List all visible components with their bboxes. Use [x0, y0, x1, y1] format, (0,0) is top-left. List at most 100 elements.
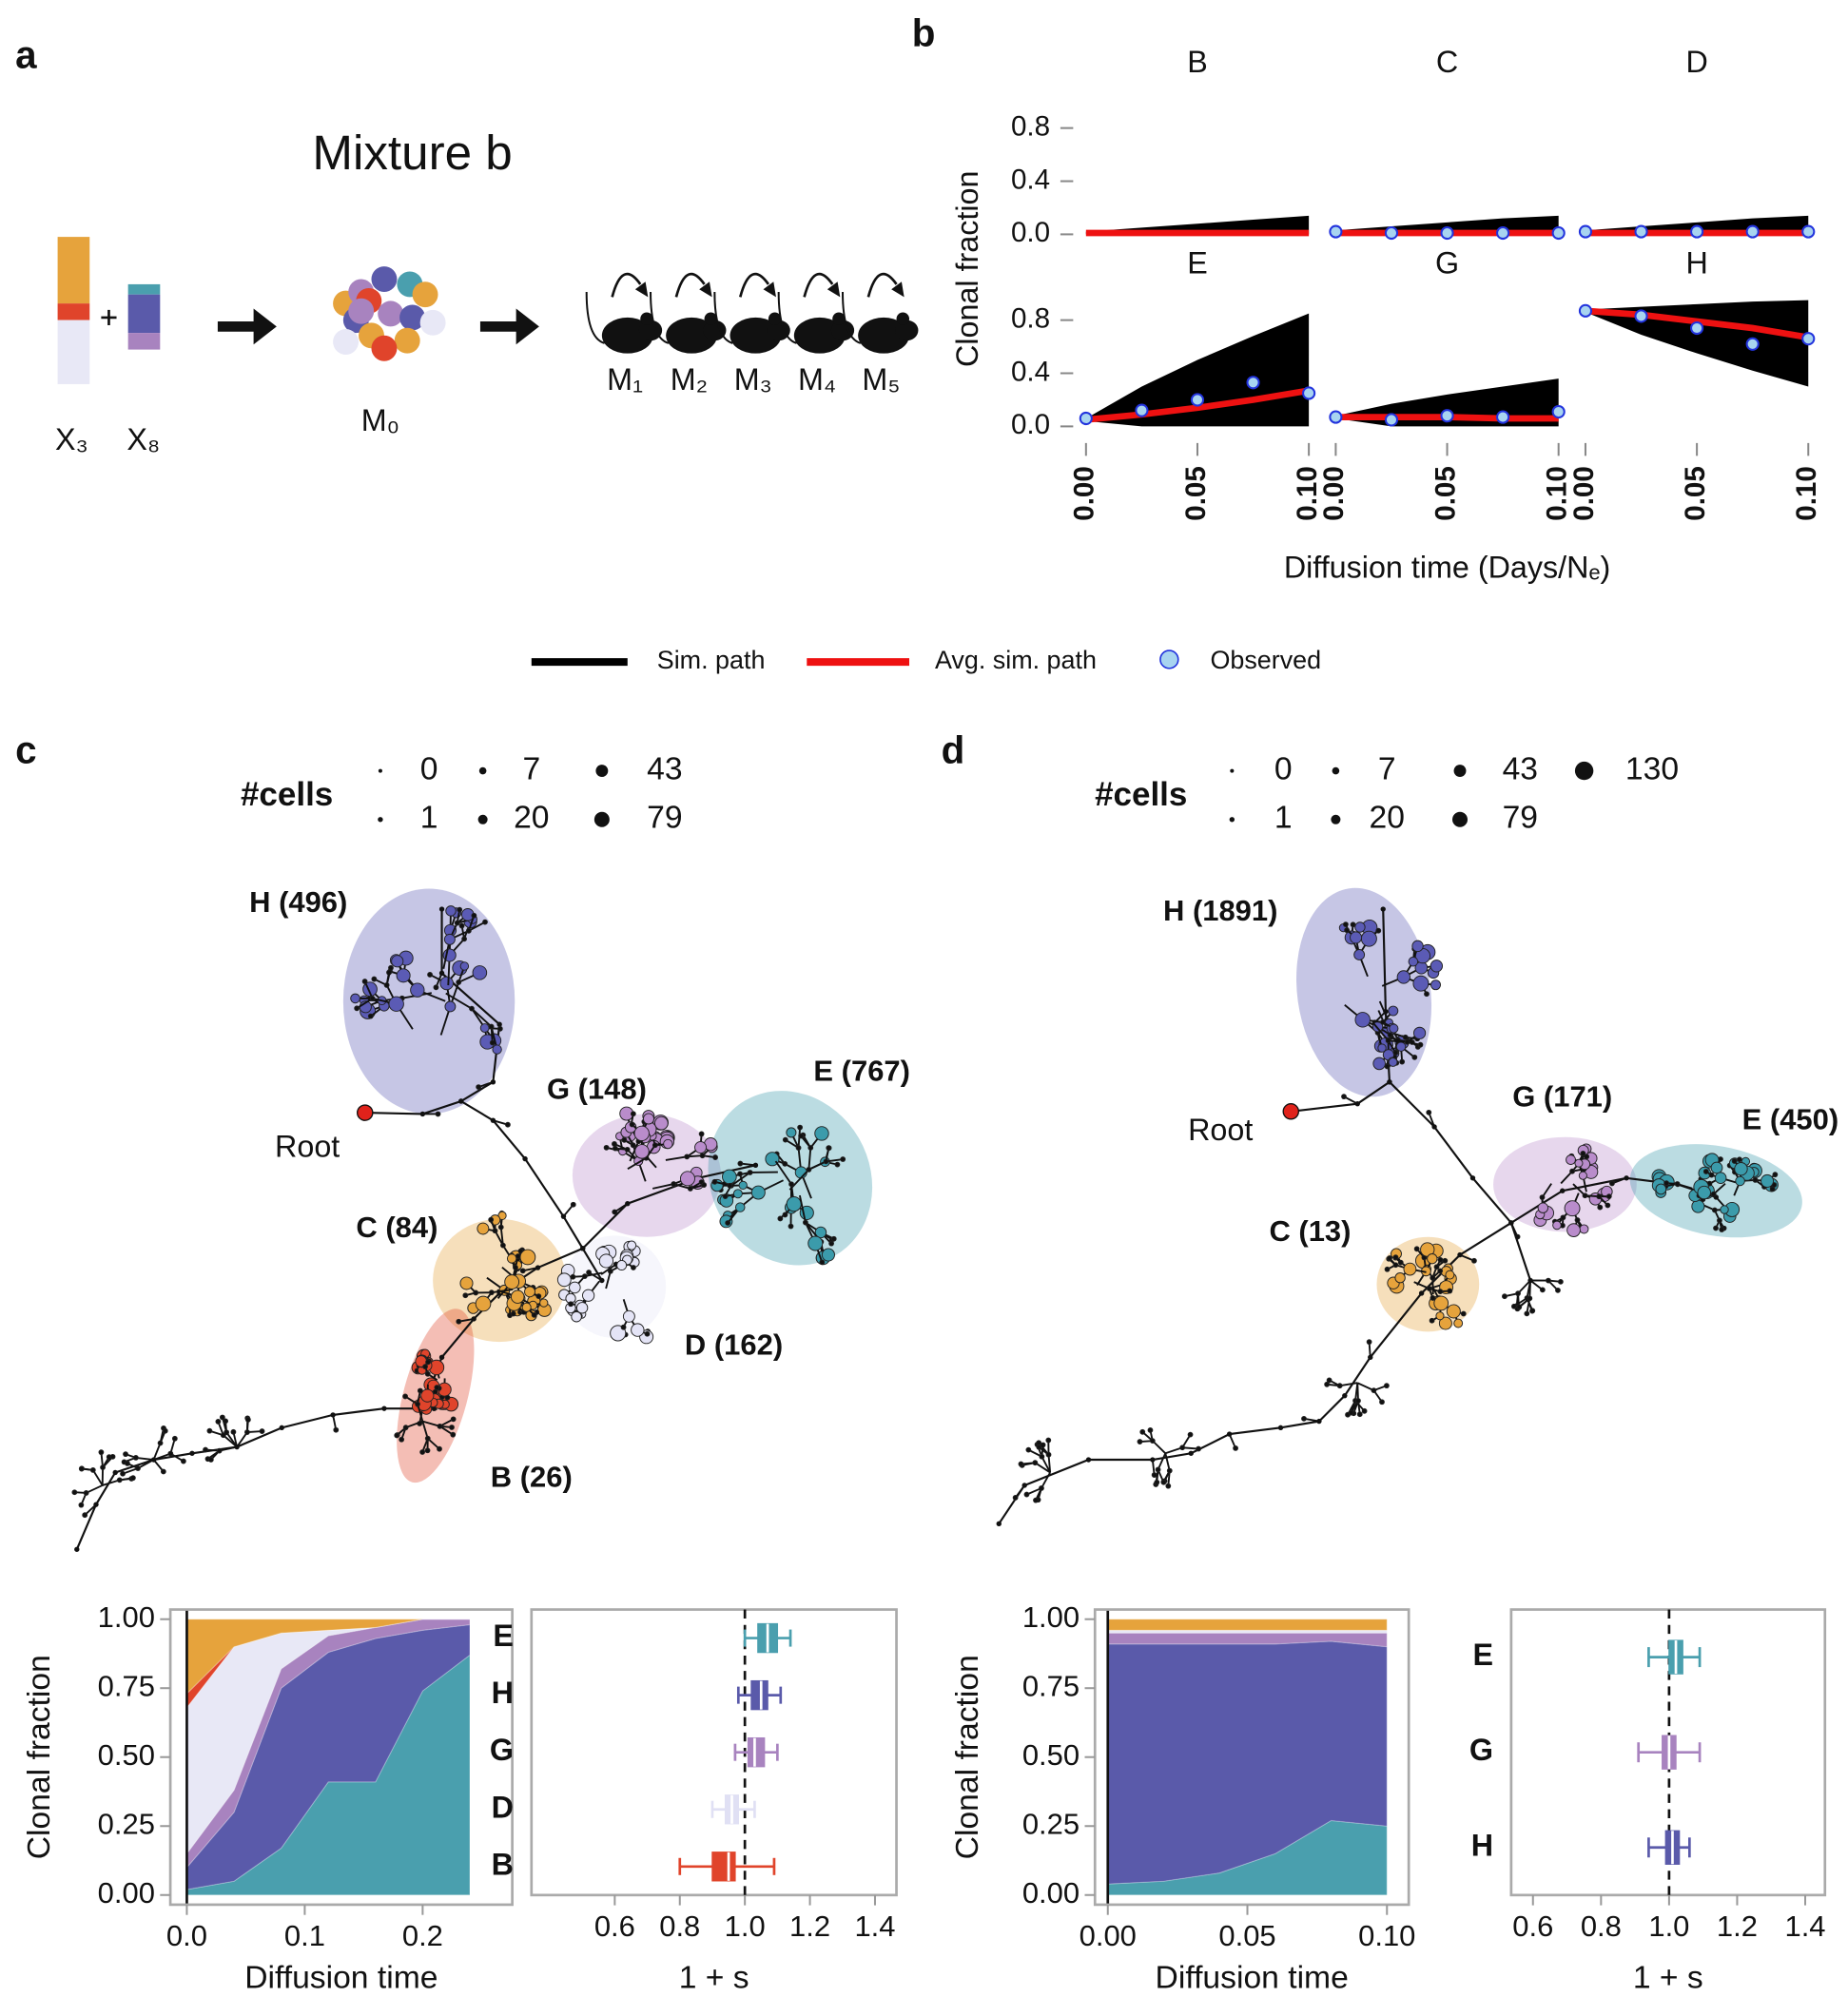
tree-node — [519, 1268, 526, 1274]
tree-node — [1350, 931, 1363, 944]
tree-node — [1392, 1254, 1399, 1261]
clone-label: H (1891) — [1163, 894, 1277, 927]
tree-node — [333, 1426, 340, 1433]
tree-node — [1196, 1445, 1201, 1452]
facet-title: E — [1187, 245, 1208, 280]
tree-node — [244, 1429, 250, 1435]
tree-node — [1710, 1161, 1723, 1174]
y-tick-label: 0.25 — [98, 1807, 155, 1840]
tree-node — [671, 1181, 677, 1187]
observed-point — [1440, 225, 1454, 241]
tree-node — [1663, 1180, 1669, 1187]
stacked-area — [185, 1619, 470, 1855]
tree-node — [1717, 1217, 1722, 1224]
tree-node — [74, 1546, 80, 1552]
tree-node — [612, 1209, 618, 1215]
tree-node — [381, 1406, 387, 1411]
tree-node — [1713, 1225, 1719, 1231]
tree-node — [1412, 975, 1430, 992]
tree-node — [1445, 1270, 1455, 1280]
tree-node — [747, 1170, 753, 1175]
tree-node — [1433, 1264, 1440, 1270]
tree-node — [1233, 1445, 1238, 1451]
tree-node — [539, 1298, 549, 1308]
tree-node — [1411, 1054, 1418, 1060]
tree-node — [699, 1153, 706, 1159]
tree-branch — [581, 1248, 603, 1282]
mouse-tail — [841, 292, 862, 344]
tree-branch — [1572, 1183, 1586, 1196]
tree-branch — [1041, 1472, 1051, 1489]
tree-node — [782, 1136, 788, 1143]
tree-node — [803, 1219, 808, 1226]
tree-node — [1154, 1479, 1160, 1485]
tree-node — [476, 1084, 482, 1090]
tree-branch — [627, 1156, 647, 1171]
size-legend-dot — [593, 811, 610, 827]
tree-branch — [629, 1140, 640, 1162]
category-label: G — [490, 1733, 514, 1767]
tree-node — [1343, 921, 1349, 927]
tree-node — [1435, 1311, 1445, 1321]
cell — [412, 281, 438, 308]
facet-title: B — [1187, 45, 1208, 79]
tree-node — [135, 1465, 141, 1471]
tree-node — [727, 1182, 733, 1189]
tree-node — [598, 1253, 614, 1269]
tree-node — [1408, 956, 1419, 967]
size-legend-dot — [378, 768, 382, 773]
tree-node — [1375, 927, 1382, 934]
tree-node — [1719, 1227, 1725, 1232]
tree-node — [422, 1364, 428, 1370]
mouse-ear — [704, 312, 718, 326]
tree-node — [220, 1432, 226, 1439]
y-tick-label: 0.50 — [1022, 1738, 1080, 1772]
y-tick-label: 0.8 — [1011, 110, 1050, 142]
size-legend-label: 7 — [522, 751, 540, 786]
tree-node — [1342, 1392, 1348, 1399]
category-label: D — [492, 1790, 514, 1824]
x-tick-label: 0.8 — [659, 1910, 700, 1943]
tree-node — [1453, 1318, 1464, 1328]
clone-region — [572, 1114, 722, 1237]
tree-node — [371, 976, 378, 982]
root-label: Root — [1188, 1113, 1253, 1147]
tree-node — [437, 1445, 442, 1452]
tree-node — [1387, 1032, 1393, 1038]
tree-branch — [807, 1147, 812, 1170]
tree-node — [1326, 1377, 1333, 1384]
size-legend-label: 79 — [647, 801, 682, 836]
legend-swatch — [1159, 650, 1179, 669]
clone-region — [1296, 887, 1432, 1097]
tree-node — [456, 1318, 462, 1325]
cell — [378, 301, 404, 327]
size-legend-label: 43 — [1503, 751, 1538, 786]
tree-node — [89, 1467, 96, 1473]
tree-node — [624, 1146, 631, 1153]
tree-node — [1395, 1041, 1407, 1052]
tree-node — [1769, 1186, 1776, 1192]
tree-node — [570, 1201, 576, 1208]
tree-node — [477, 1222, 490, 1235]
observed-point — [1801, 332, 1816, 346]
tree-branch — [417, 1404, 424, 1422]
tree-node — [497, 1224, 504, 1231]
tree-node — [417, 1387, 423, 1394]
size-legend-dot — [595, 765, 609, 778]
tree-node — [215, 1419, 222, 1425]
transfer-arrow — [738, 272, 770, 298]
tree-node — [1160, 1479, 1167, 1485]
tree-node — [631, 1323, 645, 1337]
size-legend-label: 43 — [647, 751, 682, 786]
tree-node — [612, 1145, 618, 1152]
tree-node — [1569, 1168, 1575, 1174]
size-legend-label: 0 — [420, 751, 438, 786]
observed-point — [1801, 224, 1816, 239]
tree-branch — [826, 1158, 844, 1163]
category-label: H — [492, 1676, 514, 1710]
tree-node — [203, 1446, 208, 1453]
tree-node — [189, 1450, 195, 1456]
tree-node — [1515, 1290, 1521, 1297]
facet-title: C — [1436, 45, 1458, 79]
tree-branch — [421, 1421, 429, 1439]
